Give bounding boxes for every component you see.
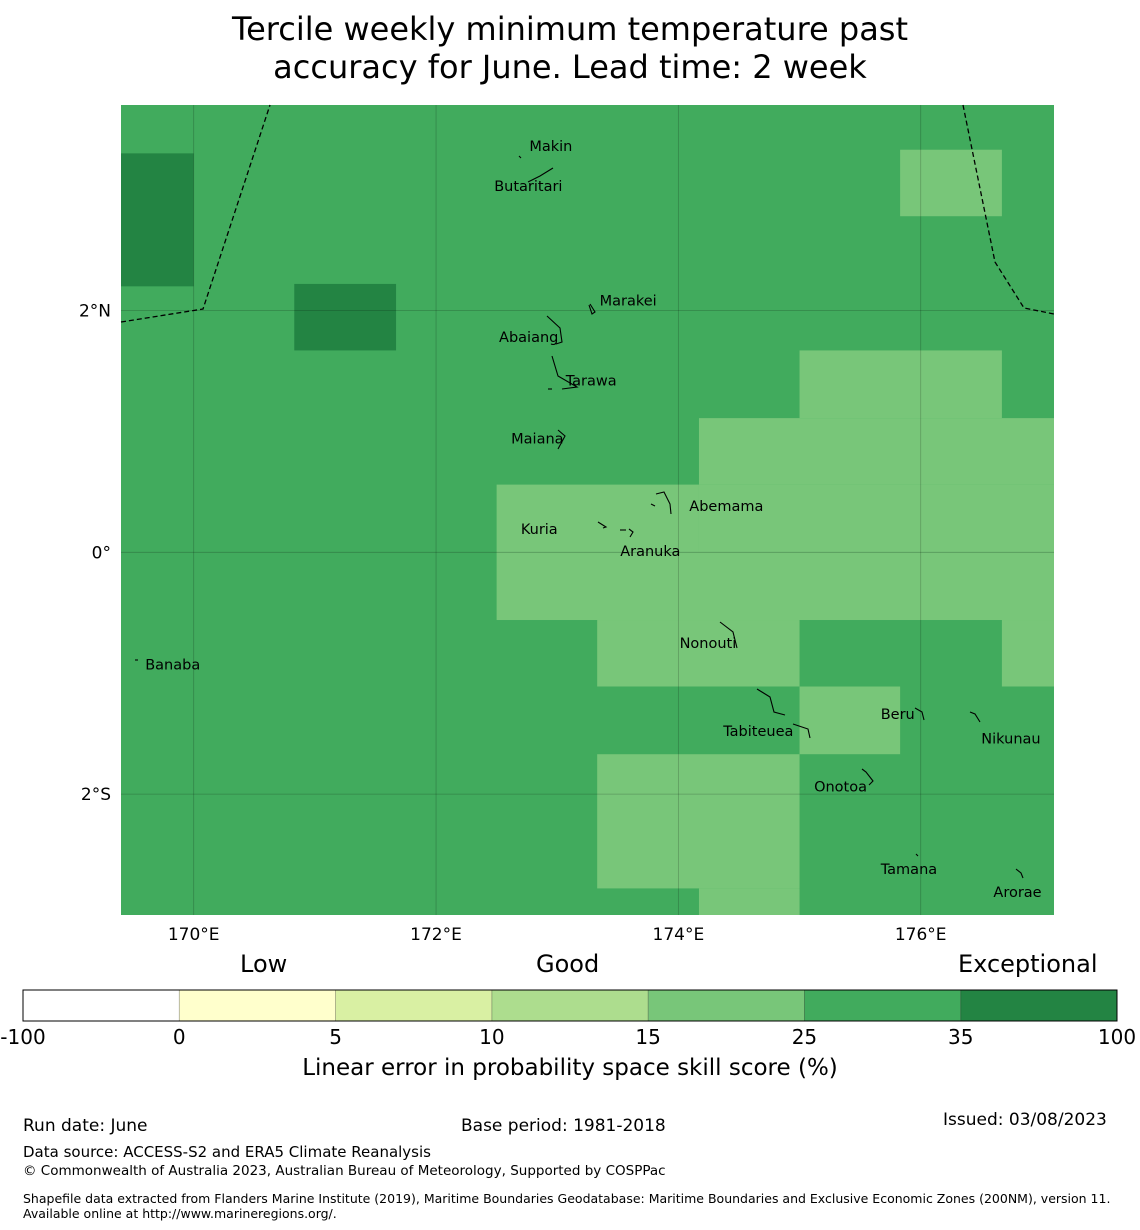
- atoll-outline-4: [551, 355, 579, 390]
- skill-cell-9: [1001, 620, 1054, 687]
- eez-boundary-west: [120, 104, 271, 323]
- colorbar-title: Linear error in probability space skill …: [302, 1055, 838, 1081]
- colorbar-tick-label: 5: [329, 1025, 342, 1049]
- place-label-onotoa: Onotoa: [814, 780, 867, 796]
- place-label-abemama: Abemama: [689, 499, 763, 515]
- colorbar-tick-label: 10: [479, 1025, 504, 1049]
- atoll-outline-1: [527, 167, 554, 183]
- x-tick-label: 176°E: [895, 925, 947, 945]
- place-label-kuria: Kuria: [521, 522, 558, 538]
- title-line-1: Tercile weekly minimum temperature past: [231, 10, 909, 48]
- place-label-beru: Beru: [881, 707, 915, 723]
- colorbar-segment-5: [804, 990, 961, 1021]
- colorbar-tick-label: -100: [0, 1025, 45, 1049]
- atoll-outline-18: [915, 853, 919, 857]
- place-label-marakei: Marakei: [600, 294, 657, 310]
- place-label-tabiteuea: Tabiteuea: [722, 724, 793, 740]
- place-label-abaiang: Abaiang: [499, 330, 558, 346]
- atoll-outline-8: [650, 503, 656, 507]
- place-label-maiana: Maiana: [511, 432, 563, 448]
- skill-cell-12: [698, 888, 800, 915]
- y-tick-label: 0°: [92, 543, 111, 563]
- place-label-nonouti: Nonouti: [680, 636, 737, 652]
- colorbar: -100 0 5 10 15 25 35 100: [0, 989, 1136, 1049]
- copyright: © Commonwealth of Australia 2023, Austra…: [23, 1163, 666, 1179]
- atoll-outline-7: [655, 491, 672, 515]
- colorbar-segment-6: [960, 990, 1117, 1021]
- skill-cell-11: [597, 754, 800, 889]
- category-low-label: Low: [240, 950, 288, 978]
- skill-cell-4: [698, 418, 1054, 485]
- x-tick-label: 172°E: [410, 925, 462, 945]
- colorbar-tick-label: 0: [173, 1025, 186, 1049]
- shapefile-credit: Shapefile data extracted from Flanders M…: [23, 1191, 1111, 1221]
- place-label-banaba: Banaba: [145, 658, 200, 674]
- chart-title: Tercile weekly minimum temperature past …: [0, 10, 1140, 86]
- y-tick-label: 2°S: [81, 785, 111, 805]
- place-label-aranuka: Aranuka: [620, 544, 680, 560]
- atoll-outline-11: [628, 528, 634, 538]
- atoll-outline-14: [792, 723, 811, 739]
- colorbar-tick-label: 35: [948, 1025, 973, 1049]
- eez-boundary-east: [962, 104, 1055, 315]
- colorbar-frame: [22, 989, 1118, 1022]
- skill-cell-2: [900, 149, 1002, 217]
- category-exceptional-label: Exceptional: [958, 950, 1098, 978]
- atoll-outline-13: [756, 688, 786, 716]
- colorbar-segment-2: [335, 990, 492, 1021]
- atoll-outline-16: [969, 711, 981, 723]
- colorbar-tick-label: 25: [792, 1025, 817, 1049]
- skill-cell-0: [121, 153, 194, 287]
- atoll-outline-17: [861, 768, 874, 786]
- place-label-makin: Makin: [529, 139, 572, 155]
- data-source: Data source: ACCESS-S2 and ERA5 Climate …: [23, 1143, 431, 1161]
- colorbar-tick-label: 15: [635, 1025, 660, 1049]
- title-line-2: accuracy for June. Lead time: 2 week: [273, 48, 867, 86]
- colorbar-segment-0: [23, 990, 180, 1021]
- atoll-outline-12: [719, 621, 738, 649]
- skill-cell-5: [496, 484, 699, 553]
- y-tick-label: 2°N: [79, 302, 111, 322]
- category-good-label: Good: [536, 950, 600, 978]
- run-date: Run date: June: [23, 1116, 148, 1136]
- place-label-tamana: Tamana: [880, 862, 937, 878]
- skill-cell-3: [799, 350, 1002, 419]
- place-label-arorae: Arorae: [993, 885, 1041, 901]
- atoll-outline-2: [588, 303, 596, 315]
- atoll-outline-9: [597, 521, 608, 529]
- skill-cell-1: [294, 283, 397, 351]
- colorbar-segment-1: [179, 990, 336, 1021]
- atoll-outline-15: [914, 707, 925, 721]
- atoll-outline-3: [546, 315, 563, 345]
- colorbar-segment-4: [648, 990, 805, 1021]
- colorbar-tick-label: 100: [1098, 1025, 1136, 1049]
- map-area: 170°E 172°E 174°E 176°E 2°N 0° 2°S Makin Butarit…: [79, 104, 1055, 945]
- place-label-tarawa: Tarawa: [565, 373, 617, 389]
- base-period: Base period: 1981-2018: [461, 1116, 666, 1136]
- skill-cell-6: [698, 484, 1054, 553]
- skill-cell-7: [496, 552, 1054, 621]
- skill-cell-8: [597, 620, 800, 687]
- issued-date: Issued: 03/08/2023: [943, 1110, 1107, 1130]
- place-label-nikunau: Nikunau: [981, 731, 1040, 747]
- skill-cell-10: [799, 686, 901, 755]
- colorbar-segment-3: [491, 990, 649, 1021]
- atoll-outline-6: [557, 429, 566, 450]
- x-tick-label: 174°E: [653, 925, 705, 945]
- x-tick-label: 170°E: [168, 925, 220, 945]
- place-label-butaritari: Butaritari: [494, 179, 562, 195]
- map-figure: 170°E 172°E 174°E 176°E 2°N 0° 2°S Makin Butarit…: [0, 104, 1136, 1049]
- atoll-outline-19: [1015, 868, 1024, 879]
- atoll-outline-0: [518, 155, 522, 159]
